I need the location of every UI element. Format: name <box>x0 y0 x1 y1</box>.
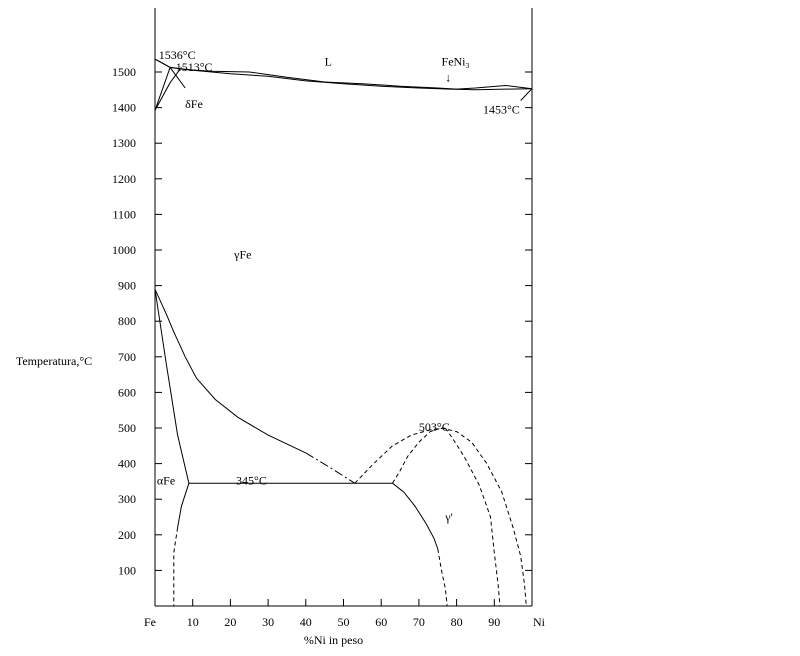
annotation-label: 1536°C <box>159 48 196 62</box>
phase-boundary-dashdot <box>305 452 356 484</box>
phase-boundary-dashed <box>173 527 179 606</box>
phase-boundary-solid <box>520 88 533 101</box>
phase-boundary-dashed <box>441 427 527 607</box>
y-tick-label: 600 <box>118 385 136 399</box>
x-tick-label: 60 <box>375 615 387 629</box>
y-tick-label: 500 <box>118 421 136 435</box>
phase-boundary-solid <box>169 67 186 89</box>
y-tick-label: 1400 <box>112 101 136 115</box>
annotation-label: γFe <box>233 247 251 261</box>
annotation-label: γ' <box>444 510 452 524</box>
phase-boundaries <box>154 58 533 607</box>
y-tick-label: 400 <box>118 457 136 471</box>
y-ticks: 100 200 300 400 500 600 700 800 900 1000 1100 1200 1… <box>112 65 532 577</box>
phase-boundary-dashed <box>444 427 501 607</box>
annotation-label: 1513°C <box>176 60 213 74</box>
y-tick-label: 1200 <box>112 172 136 186</box>
y-tick-label: 1300 <box>112 136 136 150</box>
y-axis-title: Temperatura,°C <box>16 354 92 368</box>
x-tick-label: 50 <box>338 615 350 629</box>
x-tick-label: 20 <box>224 615 236 629</box>
x-tick-label: 40 <box>300 615 312 629</box>
y-tick-label: 1500 <box>112 65 136 79</box>
annotation-label: 345°C <box>236 473 267 487</box>
phase-boundary-solid <box>154 58 533 91</box>
annotation-label: 503°C <box>419 420 450 434</box>
phase-boundary-solid <box>392 482 439 550</box>
phase-boundary-dashed <box>392 427 442 484</box>
annotation-label: L <box>325 54 332 68</box>
annotation-label: ↓ <box>445 70 451 84</box>
y-tick-label: 700 <box>118 350 136 364</box>
y-tick-label: 800 <box>118 314 136 328</box>
y-tick-label: 1100 <box>112 207 136 221</box>
phase-boundary-solid <box>154 67 182 111</box>
x-tick-label: Fe <box>144 615 156 629</box>
y-tick-label: 900 <box>118 279 136 293</box>
annotation-label: FeNi₃ <box>442 54 470 68</box>
annotation-label: δFe <box>185 97 203 111</box>
y-tick-label: 300 <box>118 492 136 506</box>
phase-boundary-dashed <box>437 548 448 607</box>
x-ticks: Fe 10 20 30 40 50 60 70 80 90 Ni <box>144 599 546 629</box>
phase-boundary-solid <box>177 483 190 528</box>
plot-frame <box>154 8 533 607</box>
y-tick-label: 100 <box>118 563 136 577</box>
annotation-label: αFe <box>157 473 175 487</box>
x-axis-title: %Ni in peso <box>304 633 363 647</box>
y-tick-label: 200 <box>118 528 136 542</box>
phase-boundary-solid <box>154 67 171 111</box>
phase-boundary-dashed <box>354 427 446 484</box>
x-tick-label: 70 <box>413 615 425 629</box>
x-tick-label: 80 <box>451 615 463 629</box>
y-tick-label: 1000 <box>112 243 136 257</box>
phase-boundary-solid <box>154 289 190 484</box>
x-tick-label: 90 <box>488 615 500 629</box>
annotation-label: 1453°C <box>483 102 520 116</box>
x-tick-label: Ni <box>533 615 546 629</box>
phase-boundary-solid <box>154 288 307 454</box>
x-tick-label: 30 <box>262 615 274 629</box>
x-tick-label: 10 <box>187 615 199 629</box>
